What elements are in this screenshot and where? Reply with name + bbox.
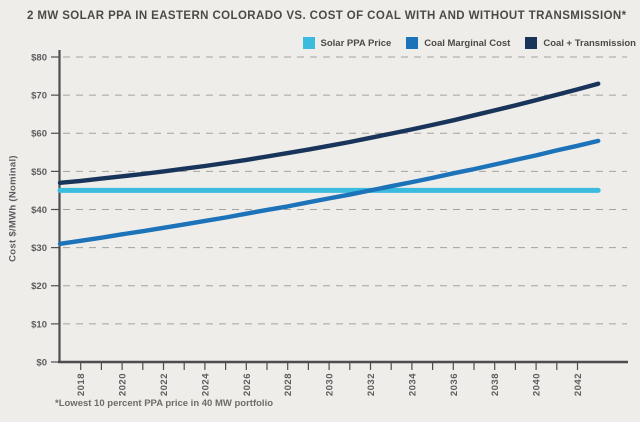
coal-transmission-swatch-icon [525, 37, 538, 49]
solar-ppa-swatch-icon [302, 37, 315, 49]
y-tick-label: $30 [31, 243, 47, 254]
x-tick-label: 2018 [76, 373, 87, 396]
coal-marginal-swatch-icon [406, 37, 419, 49]
legend-label-solar-ppa: Solar PPA Price [320, 37, 392, 49]
x-tick-label: 2024 [200, 373, 211, 396]
x-tick-label: 2022 [159, 373, 170, 396]
x-tick-label: 2030 [325, 373, 336, 396]
x-tick-label: 2038 [490, 373, 501, 396]
y-tick-label: $10 [31, 319, 47, 330]
series-line-coal-transmission [57, 81, 601, 186]
y-tick-label: $0 [36, 357, 47, 368]
x-tick-label: 2026 [242, 373, 253, 396]
legend-item-solar-ppa: Solar PPA Price [302, 37, 392, 49]
y-tick-label: $60 [31, 129, 47, 140]
series-line-coal-marginal-cost [57, 138, 601, 247]
x-tick-label: 2034 [407, 373, 418, 396]
y-tick-label: $70 [31, 91, 47, 102]
x-tick-label: 2028 [283, 373, 294, 396]
y-tick-label: $40 [31, 205, 47, 216]
legend-label-coal-marginal: Coal Marginal Cost [424, 37, 511, 49]
y-tick-label: $80 [31, 52, 47, 63]
legend-item-coal-marginal: Coal Marginal Cost [406, 37, 510, 49]
x-tick-label: 2040 [532, 373, 543, 396]
footnote: *Lowest 10 percent PPA price in 40 MW po… [55, 398, 274, 409]
x-tick-label: 2036 [449, 373, 460, 396]
y-tick-label: $50 [31, 167, 47, 178]
chart-title: 2 MW SOLAR PPA IN EASTERN COLORADO VS. C… [27, 10, 627, 22]
legend-label-coal-transmission: Coal + Transmission [543, 37, 636, 49]
x-tick-label: 2042 [573, 373, 584, 396]
legend-item-coal-transmission: Coal + Transmission [525, 37, 636, 49]
x-tick-label: 2020 [118, 373, 129, 396]
legend: Solar PPA Price Coal Marginal Cost Coal … [302, 37, 636, 49]
y-tick-label: $20 [31, 281, 47, 292]
x-tick-label: 2032 [366, 373, 377, 396]
